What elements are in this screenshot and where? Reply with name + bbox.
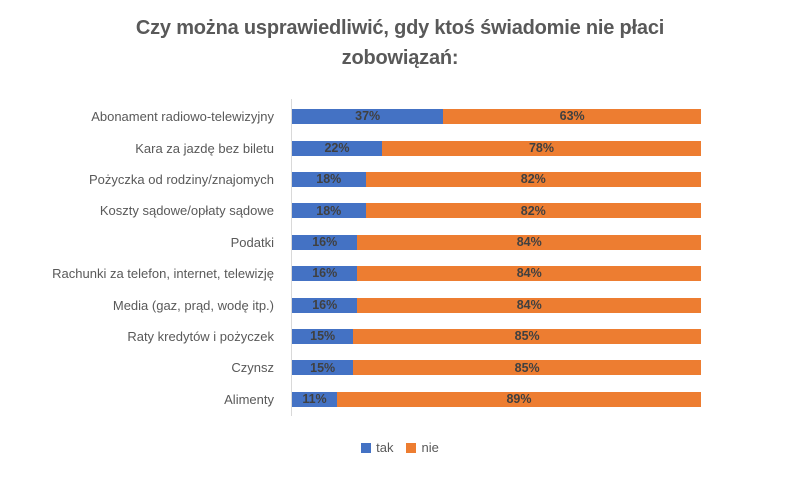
data-label: 84% [516, 235, 542, 249]
bar-segment-tak: 16% [292, 297, 358, 313]
bar-segment-tak: 37% [292, 109, 444, 125]
bar-track: 37% 63% [292, 109, 701, 125]
data-label: 15% [310, 360, 336, 375]
category-label: Media (gaz, prąd, wodę itp.) [112, 297, 274, 313]
bar-segment-nie: 84% [357, 234, 701, 250]
bar-segment-tak: 15% [292, 360, 354, 376]
bar-segment-tak: 18% [292, 203, 366, 219]
bar-segment-tak: 22% [292, 140, 382, 156]
data-label: 85% [514, 360, 540, 375]
data-label: 89% [506, 391, 532, 406]
data-label: 63% [559, 109, 585, 124]
chart-row: Podatki 16% 84% [0, 227, 701, 258]
category-label: Czynsz [231, 360, 274, 376]
bar-segment-tak: 11% [292, 391, 337, 407]
bar-segment-nie: 85% [353, 360, 701, 376]
bar-segment-nie: 89% [336, 391, 701, 407]
legend-label: nie [421, 440, 439, 455]
category-label: Pożyczka od rodziny/znajomych [89, 171, 274, 187]
bar-segment-tak: 18% [292, 171, 366, 187]
bar-segment-nie: 84% [357, 266, 701, 282]
chart-title-line2: zobowiązań: [341, 47, 459, 69]
data-label: 18% [316, 172, 342, 187]
legend-swatch-icon [361, 442, 372, 453]
chart-row: Pożyczka od rodziny/znajomych 18% 82% [0, 164, 701, 195]
bar-segment-tak: 15% [292, 328, 354, 344]
bar-track: 16% 84% [292, 266, 701, 282]
data-label: 18% [316, 203, 342, 218]
category-label: Rachunki za telefon, internet, telewizję [52, 266, 274, 282]
bar-segment-nie: 85% [353, 328, 701, 344]
data-label: 15% [310, 329, 336, 344]
data-label: 82% [520, 203, 546, 218]
data-label: 37% [355, 109, 381, 124]
category-label: Kara za jazdę bez biletu [135, 140, 274, 156]
bar-segment-nie: 84% [357, 297, 701, 313]
category-label: Raty kredytów i pożyczek [127, 328, 274, 344]
bar-track: 22% 78% [292, 140, 701, 156]
bar-track: 18% 82% [292, 203, 701, 219]
legend-item-tak: tak [361, 441, 393, 454]
legend-swatch-icon [406, 442, 417, 453]
chart-legend: tak nie [0, 441, 800, 454]
category-axis-line [291, 99, 292, 416]
chart-row: Abonament radiowo-telewizyjny 37% 63% [0, 101, 701, 132]
legend-item-nie: nie [406, 440, 439, 455]
bar-track: 16% 84% [292, 297, 701, 313]
bar-segment-tak: 16% [292, 234, 358, 250]
bar-segment-nie: 78% [381, 140, 701, 156]
bar-segment-tak: 16% [292, 266, 358, 282]
category-label: Koszty sądowe/opłaty sądowe [99, 203, 274, 219]
bar-track: 18% 82% [292, 171, 701, 187]
chart-row: Raty kredytów i pożyczek 15% 85% [0, 321, 701, 352]
chart-title-line1: Czy można usprawiedliwić, gdy ktoś świad… [135, 17, 665, 39]
legend-label: tak [376, 440, 394, 455]
bar-track: 16% 84% [292, 234, 701, 250]
chart-row: Media (gaz, prąd, wodę itp.) 16% 84% [0, 289, 701, 320]
data-label: 22% [324, 140, 350, 155]
chart-row: Rachunki za telefon, internet, telewizję… [0, 258, 701, 289]
chart-row: Kara za jazdę bez biletu 22% 78% [0, 132, 701, 163]
data-label: 11% [302, 391, 327, 406]
bar-segment-nie: 63% [443, 109, 701, 125]
category-label: Alimenty [224, 391, 274, 407]
bar-track: 11% 89% [292, 391, 701, 407]
category-label: Podatki [230, 234, 274, 250]
chart-title: Czy można usprawiedliwić, gdy ktoś świad… [0, 13, 800, 73]
bar-chart-plot: Abonament radiowo-telewizyjny 37% 63% Kara … [0, 101, 701, 415]
data-label: 85% [514, 329, 540, 344]
bar-segment-nie: 82% [365, 203, 701, 219]
bar-segment-nie: 82% [365, 171, 701, 187]
chart-row: Alimenty 11% 89% [0, 384, 701, 415]
category-label: Abonament radiowo-telewizyjny [91, 109, 274, 125]
chart-row: Koszty sądowe/opłaty sądowe 18% 82% [0, 195, 701, 226]
bar-track: 15% 85% [292, 360, 701, 376]
data-label: 84% [516, 266, 542, 281]
data-label: 16% [312, 266, 338, 281]
data-label: 84% [516, 297, 542, 312]
data-label: 78% [528, 140, 554, 155]
data-label: 16% [312, 235, 338, 249]
data-label: 16% [312, 297, 338, 312]
chart-row: Czynsz 15% 85% [0, 352, 701, 383]
data-label: 82% [520, 172, 546, 187]
bar-track: 15% 85% [292, 328, 701, 344]
